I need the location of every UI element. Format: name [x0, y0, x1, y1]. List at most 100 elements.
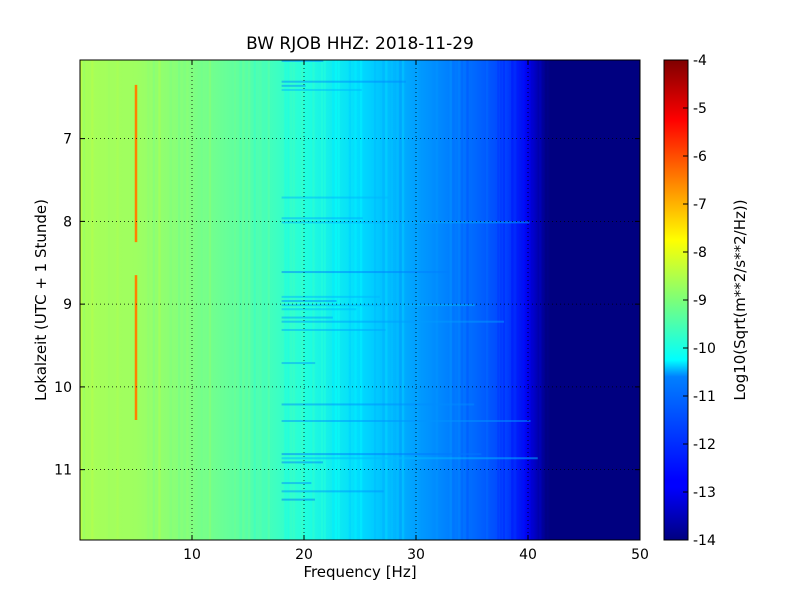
texture-band: [281, 490, 384, 493]
texture-band: [91, 60, 94, 540]
y-tick-label: 7: [63, 132, 72, 148]
texture-band: [281, 328, 386, 331]
texture-band: [239, 60, 242, 540]
texture-band: [208, 60, 212, 540]
colorbar-tick-label: -4: [693, 53, 707, 69]
texture-band: [281, 88, 362, 91]
texture-band: [458, 60, 461, 540]
texture-band: [80, 60, 83, 540]
texture-band: [281, 420, 531, 422]
texture-band: [155, 60, 158, 540]
texture-band: [374, 60, 377, 540]
texture-band: [281, 300, 337, 302]
texture-band: [281, 316, 333, 319]
x-tick-label: 20: [295, 547, 313, 563]
texture-band: [234, 60, 237, 540]
spectrogram-texture: [80, 60, 548, 540]
texture-band: [183, 60, 186, 540]
texture-band: [281, 80, 406, 83]
texture-band: [281, 221, 530, 224]
texture-band: [267, 60, 270, 540]
colorbar-tick-label: -9: [693, 293, 707, 309]
colorbar-tick-label: -6: [693, 149, 707, 165]
texture-band: [348, 60, 352, 540]
texture-band: [530, 60, 534, 540]
texture-band: [522, 60, 525, 540]
texture-band: [528, 60, 531, 540]
y-tick-label: 9: [63, 297, 72, 313]
y-tick-label: 8: [63, 214, 72, 230]
chart-title: BW RJOB HHZ: 2018-11-29: [246, 34, 474, 54]
texture-band: [281, 482, 312, 485]
x-axis-ticks: 10 20 30 40 50: [183, 60, 649, 563]
texture-band: [197, 60, 200, 540]
texture-band: [337, 60, 340, 540]
x-axis-label: Frequency [Hz]: [303, 563, 416, 581]
texture-band: [108, 60, 111, 540]
texture-band: [466, 60, 469, 540]
colorbar-label: Log10(Sqrt(m**2/s**2/Hz)): [731, 199, 749, 400]
x-tick-label: 50: [631, 547, 649, 563]
texture-band: [449, 60, 452, 540]
texture-band: [253, 60, 256, 540]
texture-band: [259, 60, 262, 540]
colorbar-tick-label: -8: [693, 245, 707, 261]
texture-band: [360, 60, 363, 540]
texture-band: [158, 60, 161, 540]
texture-band: [500, 60, 503, 540]
texture-band: [127, 60, 130, 540]
x-tick-label: 10: [183, 547, 201, 563]
texture-band: [399, 60, 402, 540]
texture-band: [186, 60, 189, 540]
texture-band: [514, 60, 517, 540]
texture-band: [281, 196, 389, 199]
texture-band: [236, 60, 240, 540]
colorbar-tick-label: -11: [693, 389, 716, 405]
texture-band: [281, 403, 475, 406]
texture-band: [250, 60, 254, 540]
texture-band: [116, 60, 119, 540]
texture-band: [281, 453, 482, 456]
texture-band: [281, 271, 450, 274]
colorbar-tick-label: -12: [693, 437, 716, 453]
texture-band: [390, 60, 394, 540]
x-tick-label: 40: [519, 547, 537, 563]
texture-band: [382, 60, 385, 540]
texture-band: [497, 60, 500, 540]
texture-band: [281, 362, 316, 365]
texture-band: [385, 60, 388, 540]
texture-band: [452, 60, 455, 540]
texture-band: [178, 60, 181, 540]
plot-frame: [79, 59, 641, 541]
colorbar-tick-label: -5: [693, 101, 707, 117]
y-axis-ticks: 7 8 9 10 11: [54, 132, 640, 479]
texture-band: [242, 60, 245, 540]
texture-band: [169, 60, 172, 540]
texture-band: [435, 60, 438, 540]
texture-band: [354, 60, 357, 540]
colorbar-tick-label: -10: [693, 341, 716, 357]
texture-band: [248, 60, 251, 540]
texture-band: [539, 60, 542, 540]
colorbar-ticks: -4 -5 -6 -7 -8 -9 -10 -11 -12 -13 -14: [683, 53, 716, 549]
texture-band: [432, 60, 436, 540]
texture-band: [281, 295, 380, 298]
texture-band: [262, 60, 265, 540]
y-tick-label: 11: [54, 463, 72, 479]
texture-band: [281, 457, 538, 460]
texture-band: [418, 60, 422, 540]
texture-band: [511, 60, 514, 540]
texture-band: [281, 498, 315, 501]
texture-band: [281, 308, 357, 311]
texture-band: [516, 60, 520, 540]
texture-band: [396, 60, 399, 540]
texture-band: [82, 60, 86, 540]
y-tick-label: 10: [54, 380, 72, 396]
texture-band: [281, 304, 475, 307]
y-axis-label: Lokalzeit (UTC + 1 Stunde): [32, 199, 50, 401]
texture-band: [402, 60, 405, 540]
texture-band: [281, 461, 323, 464]
texture-band: [147, 60, 150, 540]
texture-band: [502, 60, 506, 540]
grid-lines: [80, 60, 640, 540]
